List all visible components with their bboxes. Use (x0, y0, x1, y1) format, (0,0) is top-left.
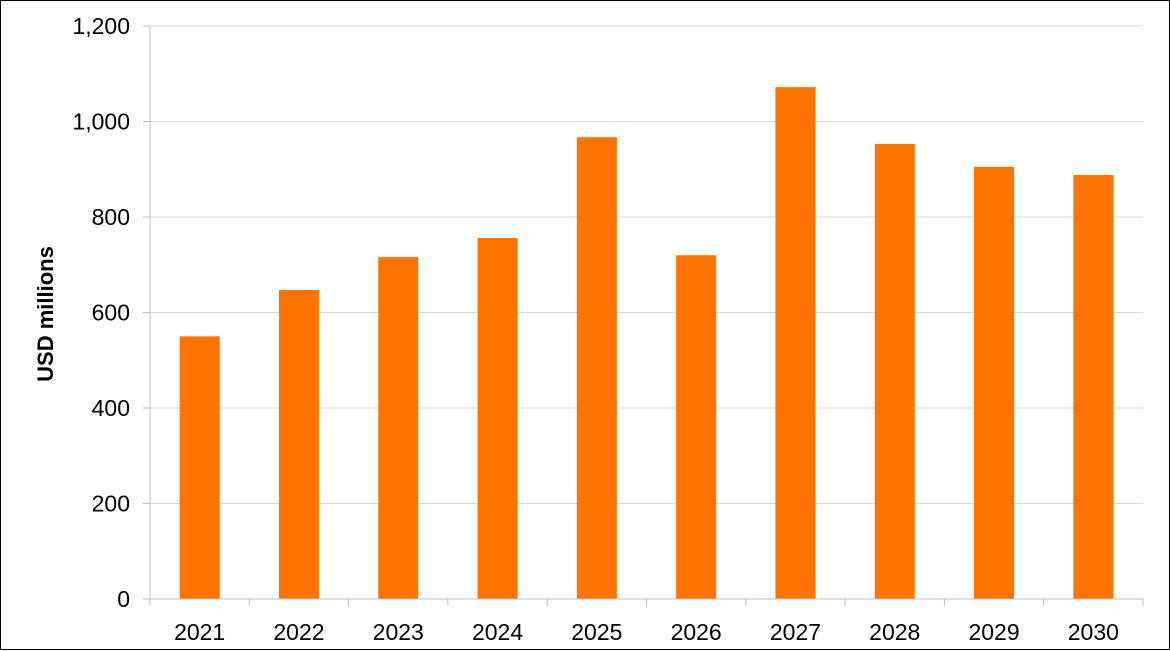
y-axis-title: USD millions (33, 246, 58, 382)
y-tick-labels: 0 200 400 600 800 1,000 1,200 (72, 13, 130, 612)
bar-2021 (179, 336, 220, 599)
bar-2026 (676, 255, 717, 599)
bars (179, 87, 1114, 600)
y-tick-label: 600 (92, 300, 130, 326)
bar-2028 (874, 143, 915, 599)
bar-2022 (278, 290, 319, 599)
x-tick-label: 2025 (571, 619, 622, 645)
x-tick-label: 2026 (671, 619, 722, 645)
y-tick-label: 400 (92, 395, 130, 421)
x-tick-label: 2028 (869, 619, 920, 645)
bar-2024 (477, 238, 518, 599)
x-tick-label: 2029 (968, 619, 1019, 645)
x-tick-labels: 2021 2022 2023 2024 2025 2026 2027 2028 2029 2030 (174, 619, 1119, 645)
bar-2023 (378, 257, 419, 599)
x-tick-label: 2021 (174, 619, 225, 645)
x-tick-label: 2022 (273, 619, 324, 645)
x-tick-label: 2024 (472, 619, 523, 645)
y-tick-label: 0 (117, 586, 130, 612)
bar-2025 (576, 137, 617, 599)
bar-2029 (974, 166, 1015, 600)
y-tick-label: 200 (92, 491, 130, 517)
y-tick-label: 1,200 (72, 13, 130, 39)
y-tick-label: 1,000 (72, 109, 130, 135)
y-tick-label: 800 (92, 204, 130, 230)
bar-2027 (775, 87, 816, 600)
x-tick-label: 2030 (1068, 619, 1119, 645)
x-tick-label: 2023 (373, 619, 424, 645)
axes (143, 25, 1144, 606)
x-tick-label: 2027 (770, 619, 821, 645)
bar-2030 (1073, 174, 1114, 600)
